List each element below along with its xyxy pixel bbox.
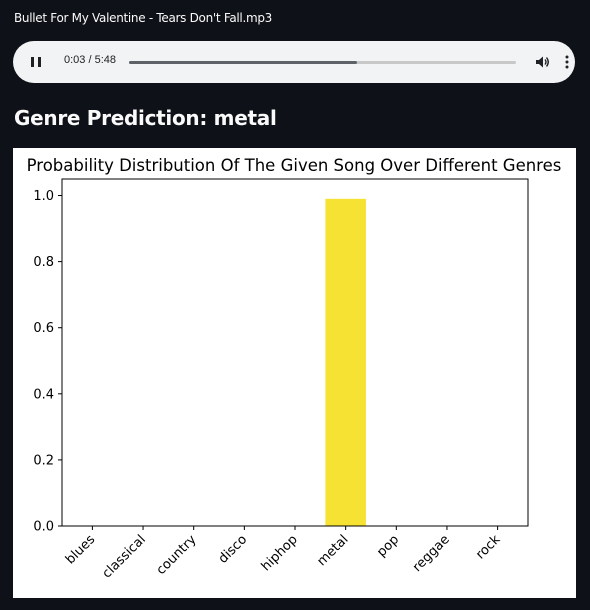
chart-title: Probability Distribution Of The Given So…: [27, 156, 562, 175]
time-readout: 0:03 / 5:48: [64, 54, 116, 66]
x-tick-label-blues: blues: [63, 532, 98, 567]
buffered-progress: [129, 61, 358, 64]
x-tick-label-disco: disco: [216, 532, 250, 566]
audio-player[interactable]: 0:03 / 5:48: [13, 41, 575, 83]
x-tick-label-metal: metal: [314, 532, 351, 569]
bar-metal: [325, 198, 366, 527]
genre-probability-chart: Probability Distribution Of The Given So…: [13, 148, 576, 598]
y-tick-label: 0.0: [33, 520, 54, 535]
x-tick-label-reggae: reggae: [410, 532, 453, 575]
x-tick-label-country: country: [154, 532, 200, 578]
x-tick-label-classical: classical: [100, 532, 149, 581]
y-tick-label: 0.4: [33, 387, 54, 402]
y-tick-label: 1.0: [33, 189, 54, 204]
y-tick-label: 0.2: [33, 453, 54, 468]
x-tick-label-hiphop: hiphop: [259, 532, 301, 574]
y-tick-label: 0.8: [33, 255, 54, 270]
more-options-icon[interactable]: [562, 54, 572, 70]
plot-frame: [61, 178, 529, 527]
x-tick-label-rock: rock: [473, 532, 504, 563]
seek-slider[interactable]: [129, 61, 516, 64]
chart-svg: Probability Distribution Of The Given So…: [27, 156, 562, 581]
genre-prediction-heading: Genre Prediction: metal: [14, 106, 277, 130]
pause-icon[interactable]: [28, 53, 46, 71]
volume-icon[interactable]: [534, 54, 550, 70]
y-tick-label: 0.6: [33, 321, 54, 336]
x-tick-label-pop: pop: [374, 532, 402, 560]
audio-file-title: Bullet For My Valentine - Tears Don't Fa…: [14, 11, 272, 25]
